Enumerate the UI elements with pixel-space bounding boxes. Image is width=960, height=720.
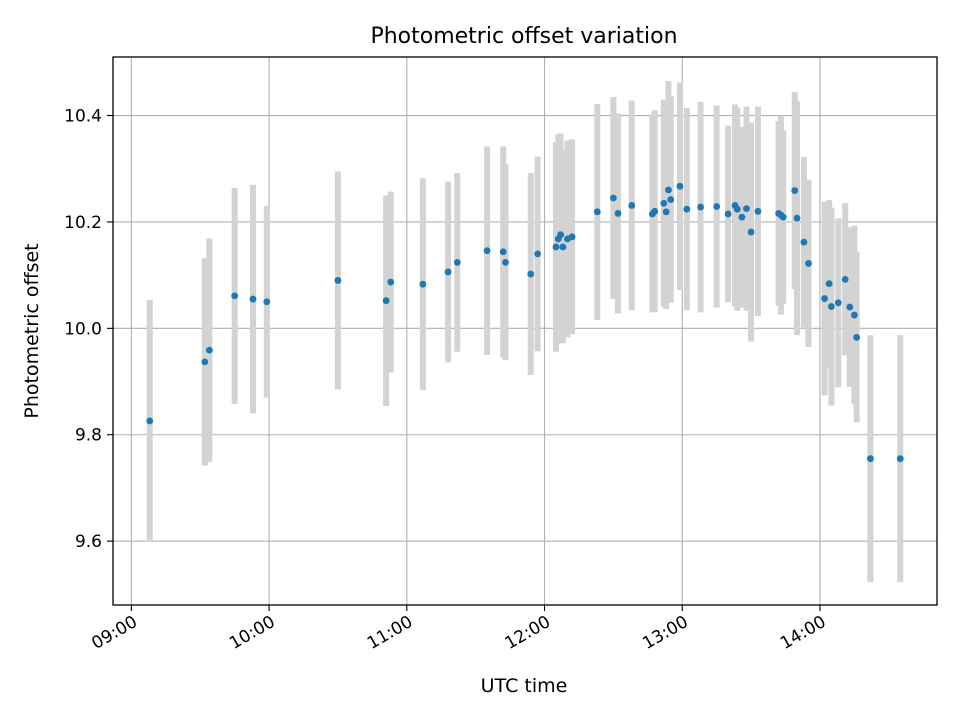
data-point <box>841 275 849 283</box>
y-tick-label: 9.6 <box>75 532 102 552</box>
data-point <box>552 243 560 251</box>
data-point <box>419 280 427 288</box>
data-point <box>502 258 509 266</box>
y-tick-label: 10.2 <box>64 213 102 233</box>
data-point <box>779 213 787 221</box>
data-point <box>853 333 861 341</box>
data-point <box>453 258 461 266</box>
data-point <box>334 277 342 284</box>
data-point <box>697 203 704 211</box>
data-point <box>743 205 750 213</box>
x-axis-label: UTC time <box>481 675 568 697</box>
data-point <box>805 260 812 267</box>
data-point <box>747 228 755 236</box>
data-point <box>828 303 835 310</box>
data-point <box>593 208 601 216</box>
data-point <box>382 297 390 305</box>
data-point <box>499 248 507 256</box>
data-point <box>559 243 567 251</box>
data-point <box>662 208 670 216</box>
y-axis-label: Photometric offset <box>21 243 43 418</box>
plot-frame <box>112 56 938 606</box>
data-point <box>609 194 617 202</box>
data-point <box>651 207 659 215</box>
data-point <box>724 210 732 218</box>
data-point <box>263 298 271 306</box>
data-point <box>867 455 874 463</box>
data-point <box>896 455 904 463</box>
data-point <box>665 186 672 194</box>
data-point <box>483 247 491 255</box>
data-point <box>738 213 746 221</box>
data-point-group <box>146 182 904 463</box>
data-point <box>201 358 209 366</box>
data-point <box>846 303 854 311</box>
data-point <box>614 210 622 217</box>
data-point <box>683 205 691 213</box>
data-point <box>821 295 828 302</box>
data-point <box>733 205 741 213</box>
y-tick-label: 10.0 <box>64 319 102 339</box>
data-point <box>825 280 833 288</box>
y-tick-label: 9.8 <box>75 426 102 446</box>
data-point <box>793 214 801 222</box>
data-point <box>791 187 799 194</box>
data-point <box>800 238 808 246</box>
data-point <box>534 250 542 258</box>
data-point <box>713 203 721 210</box>
data-point <box>206 346 213 354</box>
data-point <box>444 268 452 276</box>
data-point <box>231 292 239 300</box>
data-point <box>557 231 564 239</box>
data-point <box>850 311 858 319</box>
data-point <box>628 202 636 209</box>
data-point <box>754 207 762 215</box>
data-point <box>387 278 395 286</box>
data-point <box>834 299 842 307</box>
data-point <box>568 233 576 241</box>
data-point <box>667 196 675 203</box>
y-axis-ticks: 9.6 9.8 10.0 10.2 10.4 <box>64 107 113 552</box>
data-point <box>249 295 257 303</box>
chart-title: Photometric offset variation <box>370 24 677 49</box>
y-tick-label: 10.4 <box>64 107 102 127</box>
data-point <box>527 270 535 278</box>
data-point <box>146 417 154 425</box>
data-point <box>676 182 684 190</box>
data-point <box>660 199 668 207</box>
